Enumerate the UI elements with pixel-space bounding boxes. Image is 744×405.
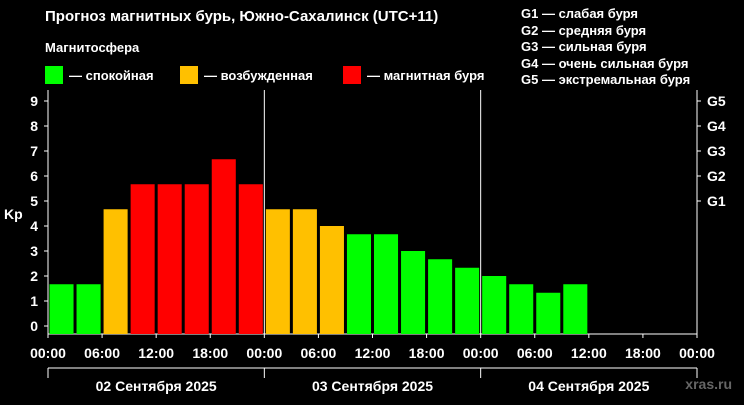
x-tick-label: 12:00: [355, 345, 391, 361]
y-tick-label: 5: [30, 193, 38, 209]
x-tick-label: 18:00: [192, 345, 228, 361]
kp-bar: [319, 226, 344, 334]
legend-swatch-storm: [343, 66, 361, 84]
legend-item-active: — возбужденная: [180, 66, 313, 84]
x-tick-label: 00:00: [246, 345, 282, 361]
kp-bar: [157, 184, 182, 334]
g-legend-g4: G4 — очень сильная буря: [521, 55, 689, 71]
x-tick-label: 06:00: [84, 345, 120, 361]
x-tick-label: 18:00: [625, 345, 661, 361]
kp-bar: [184, 184, 209, 334]
g-tick-label: G4: [707, 118, 726, 134]
y-axis-label: Kp: [4, 206, 23, 222]
kp-bar: [292, 209, 317, 334]
y-tick-label: 0: [30, 318, 38, 334]
kp-bar: [428, 259, 453, 334]
kp-bar: [374, 234, 399, 334]
x-tick-label: 12:00: [138, 345, 174, 361]
x-tick-label: 06:00: [517, 345, 553, 361]
g-legend-g1: G1 — слабая буря: [521, 6, 639, 21]
y-tick-label: 4: [30, 218, 38, 234]
chart-title: Прогноз магнитных бурь, Южно-Сахалинск (…: [45, 8, 439, 25]
g-legend-g2: G2 — средняя буря: [521, 22, 647, 38]
y-tick-label: 3: [30, 243, 38, 259]
x-tick-label: 18:00: [409, 345, 445, 361]
x-tick-label: 00:00: [679, 345, 715, 361]
y-tick-label: 6: [30, 168, 38, 184]
watermark: xras.ru: [685, 376, 732, 392]
x-tick-label: 00:00: [463, 345, 499, 361]
g-tick-label: G3: [707, 143, 726, 159]
kp-bar: [211, 159, 236, 334]
day-label: 03 Сентября 2025: [312, 378, 433, 394]
kp-bar: [130, 184, 155, 334]
y-tick-label: 1: [30, 293, 38, 309]
legend-label-quiet: — спокойная: [69, 67, 154, 83]
kp-bar: [563, 284, 588, 334]
g-legend-g3: G3 — сильная буря: [521, 39, 647, 54]
g-legend-g5: G5 — экстремальная буря: [521, 72, 691, 87]
magnetosphere-label: Магнитосфера: [45, 40, 140, 55]
g-tick-label: G5: [707, 93, 726, 109]
legend-swatch-quiet: [45, 66, 63, 84]
kp-bar: [401, 251, 426, 334]
y-tick-label: 2: [30, 268, 38, 284]
kp-bar: [49, 284, 74, 334]
g-scale-legend: G1 — слабая буря G2 — средняя буря G3 — …: [521, 6, 690, 89]
legend-label-active: — возбужденная: [204, 67, 313, 83]
kp-bar: [265, 209, 290, 334]
kp-bar: [509, 284, 534, 334]
kp-bar: [346, 234, 371, 334]
kp-bar: [76, 284, 101, 334]
y-tick-label: 7: [30, 143, 38, 159]
x-tick-label: 06:00: [301, 345, 337, 361]
kp-bar: [103, 209, 128, 334]
legend-item-storm: — магнитная буря: [343, 66, 484, 84]
g-tick-label: G1: [707, 193, 726, 209]
kp-bar: [455, 267, 480, 334]
kp-bar: [482, 276, 507, 334]
legend-label-storm: — магнитная буря: [367, 67, 485, 83]
legend-item-quiet: — спокойная: [45, 66, 154, 84]
x-tick-label: 12:00: [571, 345, 607, 361]
legend-swatch-active: [180, 66, 198, 84]
x-tick-label: 00:00: [30, 345, 66, 361]
kp-bar: [238, 184, 263, 334]
kp-bar: [536, 292, 561, 334]
y-tick-label: 9: [30, 93, 38, 109]
day-label: 02 Сентября 2025: [96, 378, 217, 394]
y-tick-label: 8: [30, 118, 38, 134]
g-tick-label: G2: [707, 168, 726, 184]
day-label: 04 Сентября 2025: [528, 378, 649, 394]
